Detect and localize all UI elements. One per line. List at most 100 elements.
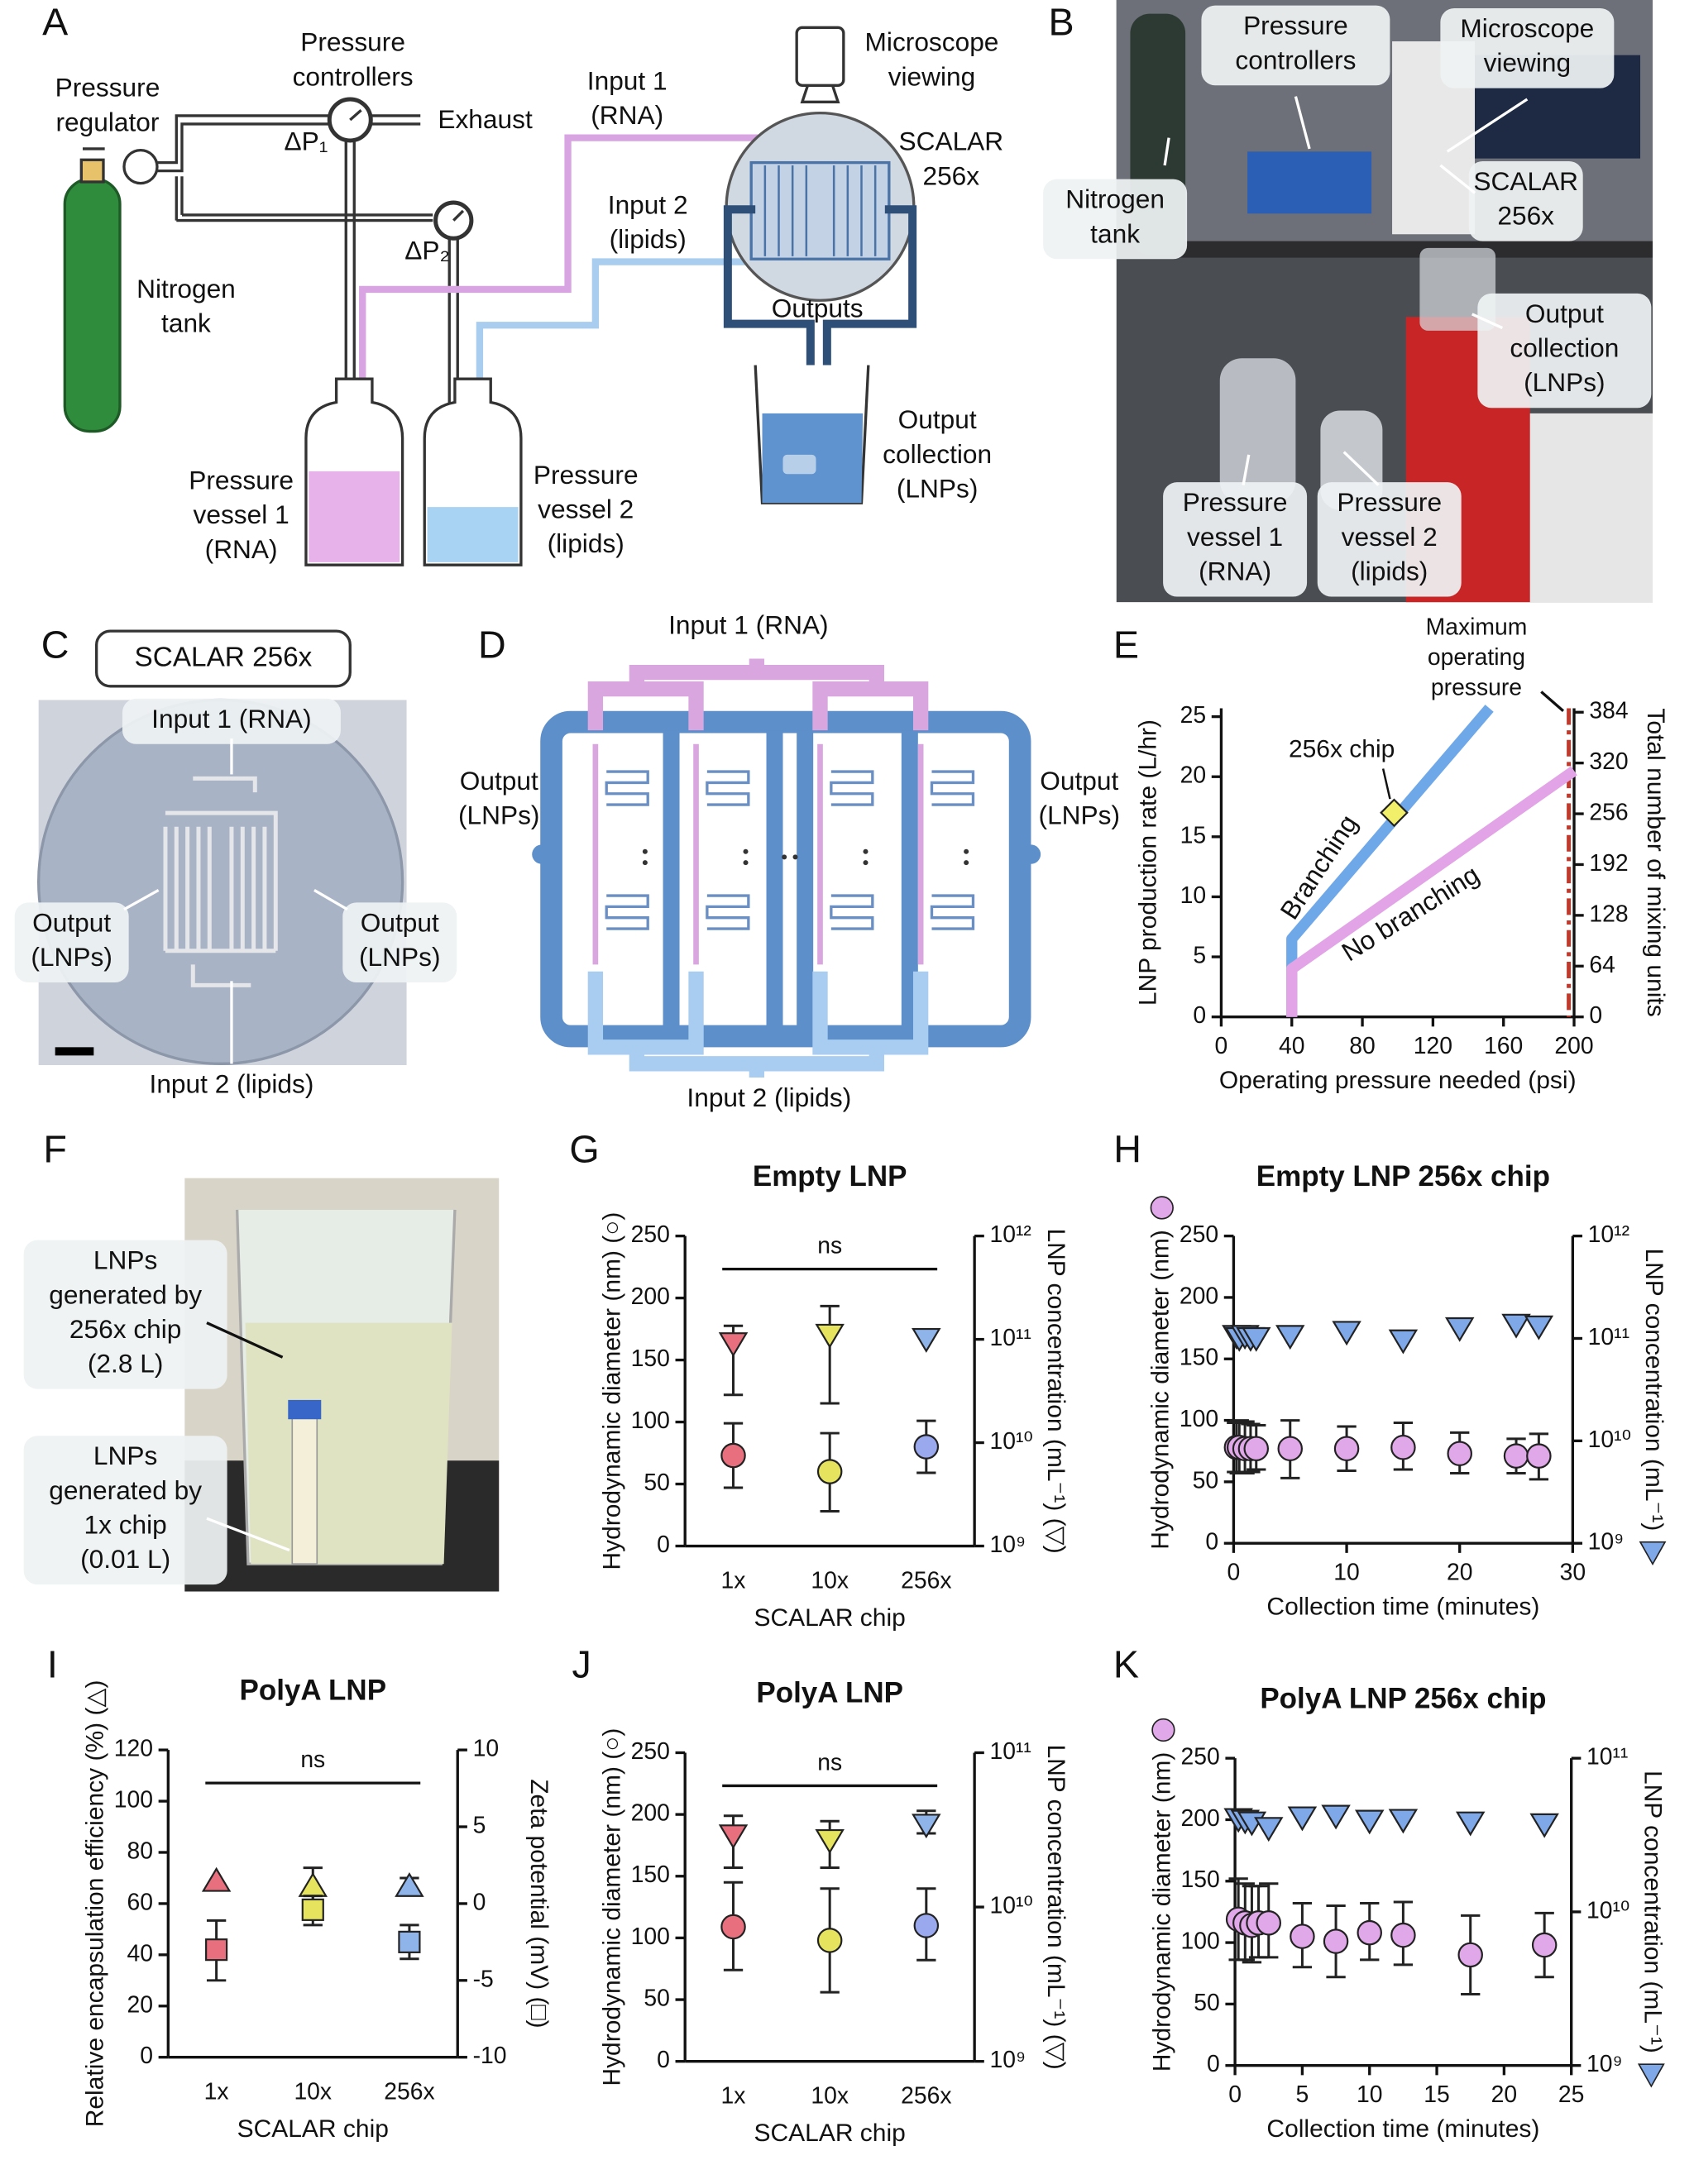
marker <box>395 1871 424 1897</box>
panel-c-title: SCALAR 256x <box>135 642 313 672</box>
annotation: ns <box>300 1747 325 1773</box>
arrow <box>1294 96 1311 150</box>
label: generated by <box>49 1475 202 1505</box>
shape-circle <box>792 854 798 860</box>
marker <box>1287 1806 1318 1832</box>
label-box <box>1163 482 1308 597</box>
line-series <box>1286 766 1577 1017</box>
y-tick-label: 250 <box>1181 1744 1220 1771</box>
shape-rect <box>94 629 352 688</box>
y2-tick-label: 10¹¹ <box>989 1738 1031 1765</box>
label-box <box>1468 160 1583 241</box>
shape-path <box>800 84 840 103</box>
chart-title: PolyA LNP <box>239 1674 386 1706</box>
panel-d-diagram <box>532 658 1041 1078</box>
label: (LNPs) <box>1524 367 1605 397</box>
y-tick-label: 0 <box>140 2043 153 2069</box>
x-tick-label: 10x <box>294 2079 332 2105</box>
label: Pressure <box>1243 11 1348 41</box>
shape-circle <box>743 848 749 854</box>
marker <box>1455 1811 1486 1837</box>
label: vessel 2 <box>538 495 634 524</box>
x-tick-label: 200 <box>1554 1033 1593 1059</box>
shape-circle <box>122 148 159 185</box>
y-tick-label: 250 <box>631 1221 670 1248</box>
y2-axis-label: LNP concentration (mL⁻¹) (▽) <box>1042 1228 1070 1553</box>
label: (2.8 L) <box>88 1349 164 1379</box>
x-tick-label: 10x <box>811 1567 849 1594</box>
label: viewing <box>888 61 976 91</box>
label: 256x <box>1497 201 1554 231</box>
y-tick-label: 100 <box>1181 1928 1220 1955</box>
label-box <box>1201 5 1390 86</box>
shape-circle <box>642 848 648 854</box>
marker <box>1501 1313 1531 1339</box>
marker <box>201 1866 232 1892</box>
label: Maximum <box>1426 614 1528 640</box>
label: Input 1 (RNA) <box>668 610 829 640</box>
label: SCALAR <box>898 127 1003 156</box>
shape-circle <box>964 860 969 866</box>
marker <box>1390 1922 1416 1948</box>
y-tick-label: 0 <box>657 2047 670 2073</box>
annotation: ns <box>817 1749 842 1775</box>
label-box <box>23 1436 227 1585</box>
label-box <box>14 902 129 983</box>
panel-letter: B <box>1049 0 1074 43</box>
x-tick-label: 10 <box>1333 1559 1360 1585</box>
label: (LNPs) <box>359 942 441 972</box>
marker <box>1531 1932 1558 1958</box>
y2-tick-label: 10¹¹ <box>1588 1324 1629 1350</box>
y2-axis-label: LNP concentration (mL⁻¹) (▽) <box>1042 1744 1070 2069</box>
axis-icon <box>1150 1196 1174 1220</box>
label: Pressure <box>1183 487 1288 517</box>
label-box <box>1440 7 1615 88</box>
y2-tick-label: 10⁹ <box>1586 2051 1623 2077</box>
label: ΔP₂ <box>404 235 450 265</box>
label: (LNPs) <box>458 800 540 829</box>
label: Pressure <box>300 27 405 57</box>
marker <box>718 1824 749 1850</box>
label: LNPs <box>93 1441 157 1470</box>
y2-tick-label: 10⁹ <box>989 1532 1026 1558</box>
marker <box>1388 1809 1419 1834</box>
panel-a-diagram <box>63 26 917 566</box>
shape-line <box>349 109 362 122</box>
y-tick-label: 60 <box>127 1889 153 1915</box>
x-tick-label: 256x <box>901 1567 951 1594</box>
label: Input 1 (RNA) <box>151 704 312 734</box>
marker <box>1526 1443 1552 1469</box>
x-tick-label: 5 <box>1296 2081 1309 2108</box>
y-tick-label: 150 <box>1180 1345 1218 1371</box>
y2-tick-label: 5 <box>473 1813 486 1839</box>
label: Outputs <box>772 293 864 323</box>
label: Output <box>898 404 977 434</box>
shape-rect <box>1419 247 1496 331</box>
panel-f-photo <box>184 1178 500 1592</box>
marker <box>1254 1817 1284 1842</box>
y2-tick-label: 128 <box>1589 901 1628 927</box>
x-tick-label: 160 <box>1484 1033 1523 1059</box>
shape-circle <box>1021 844 1041 864</box>
label-box <box>1317 482 1462 597</box>
arrow <box>206 1517 290 1552</box>
y2-tick-label: 10¹⁰ <box>989 1893 1032 1919</box>
shape-circle <box>863 848 869 854</box>
y2-tick-label: 10¹⁰ <box>1588 1427 1631 1453</box>
label-box <box>23 1240 227 1389</box>
label: Pressure <box>1337 487 1442 517</box>
label: Output <box>361 907 439 937</box>
label: controllers <box>293 61 414 91</box>
label: SCALAR <box>1473 166 1578 196</box>
shape-rect <box>55 1047 94 1056</box>
y-tick-label: 0 <box>1205 1529 1218 1556</box>
label: ΔP₁ <box>284 127 328 156</box>
label: vessel 1 <box>194 499 290 529</box>
y2-tick-label: 0 <box>473 1889 486 1915</box>
arrow <box>1342 451 1380 486</box>
shape-path <box>371 114 421 126</box>
arrow <box>1242 454 1251 485</box>
marker <box>1354 1809 1385 1835</box>
x-tick-label: 1x <box>721 1567 746 1594</box>
